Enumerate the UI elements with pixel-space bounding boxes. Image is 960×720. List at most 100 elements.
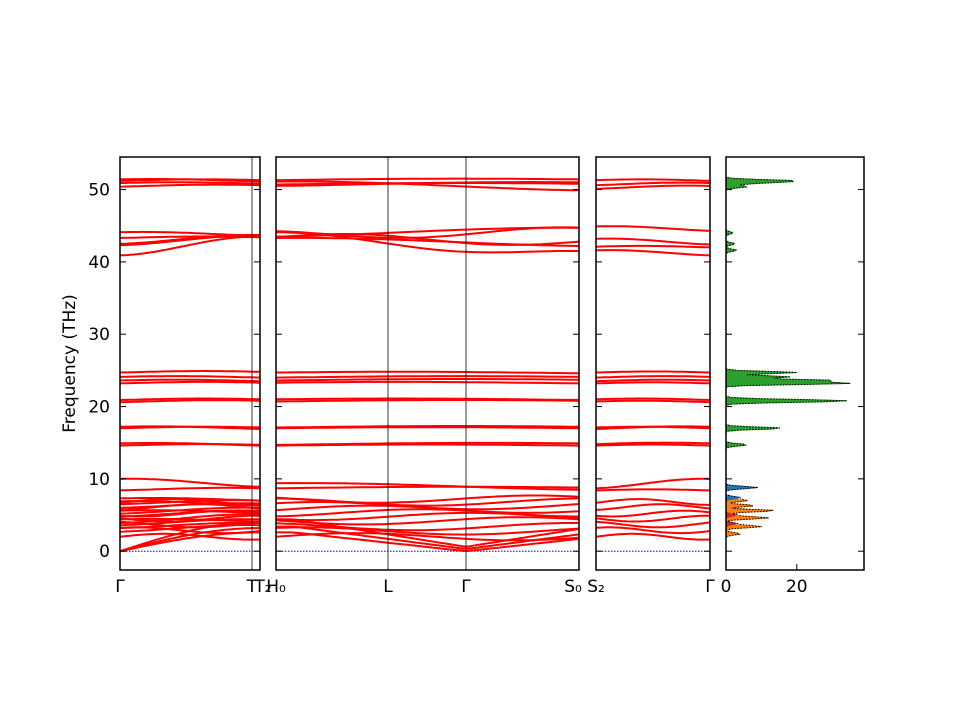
x-tick-label: T: [246, 577, 258, 597]
band-line: [119, 183, 261, 188]
y-tick-label: 0: [99, 542, 110, 562]
band-line: [275, 526, 580, 536]
band-line: [119, 509, 261, 514]
band-line: [595, 381, 711, 385]
x-tick-label: T₂: [253, 577, 271, 597]
band-line: [120, 370, 261, 374]
band-line: [275, 494, 580, 504]
band-line: [595, 399, 711, 404]
band-line: [596, 178, 711, 182]
band-line: [596, 488, 710, 492]
band-line: [275, 441, 580, 446]
band-line: [276, 531, 580, 553]
band-line: [595, 503, 711, 511]
band-line: [595, 184, 710, 190]
band-line: [119, 378, 261, 383]
band-line: [276, 177, 580, 182]
band-line: [119, 513, 261, 524]
band-line: [596, 370, 710, 374]
band-line: [595, 244, 711, 249]
band-line: [595, 375, 711, 379]
band-line: [595, 532, 711, 541]
band-line: [596, 225, 711, 232]
band-line: [119, 498, 260, 506]
y-tick-label: 50: [88, 181, 110, 201]
dos-series-fill: [725, 157, 851, 570]
band-line: [276, 518, 580, 548]
band-line: [275, 380, 580, 385]
band-line: [119, 517, 260, 523]
band-line: [275, 181, 580, 187]
band-line: [595, 526, 711, 535]
band-line: [119, 503, 261, 511]
band-line: [275, 532, 580, 542]
dos-x-tick-label: 20: [786, 577, 808, 597]
band-line: [119, 425, 261, 430]
band-line: [595, 498, 710, 506]
band-line: [595, 397, 711, 401]
band-line: [119, 514, 260, 523]
y-tick-label: 10: [88, 470, 110, 490]
dos-panel-frame: [725, 156, 865, 571]
band-line: [119, 443, 261, 447]
y-tick-label: 30: [88, 325, 110, 345]
band-line: [275, 226, 580, 238]
band-line: [275, 397, 580, 401]
band-line: [595, 477, 711, 490]
band-line: [596, 237, 711, 246]
band-line: [275, 516, 580, 526]
x-tick-label: S₀: [564, 577, 582, 597]
band-line: [119, 509, 261, 518]
band-line: [275, 522, 579, 532]
band-line: [119, 497, 261, 502]
band-line: [276, 370, 580, 375]
band-line: [119, 532, 261, 541]
band-line: [275, 425, 580, 429]
band-line: [595, 425, 711, 430]
dos-total-line: [725, 157, 851, 570]
panel-frame: [275, 156, 580, 571]
band-line: [119, 399, 260, 404]
band-line: [275, 378, 580, 382]
y-axis-label: Frequency (THz): [60, 294, 80, 433]
band-line: [119, 230, 261, 237]
x-tick-label: Γ: [115, 577, 125, 597]
band-line: [120, 181, 261, 185]
x-tick-label: Γ: [461, 577, 471, 597]
band-line: [595, 378, 711, 383]
band-line: [119, 486, 261, 492]
band-line: [275, 375, 580, 379]
y-tick-label: 20: [88, 398, 110, 418]
dos-x-tick-label: 0: [721, 577, 732, 597]
panel-frame: [595, 156, 711, 571]
band-line: [595, 443, 711, 447]
band-line: [119, 235, 261, 239]
band-line: [596, 441, 711, 446]
x-tick-label: H₀: [266, 577, 286, 597]
band-line: [119, 178, 261, 183]
x-tick-label: S₂: [587, 577, 605, 597]
band-line: [595, 520, 711, 529]
band-line: [119, 477, 261, 488]
band-line: [275, 482, 580, 491]
band-line: [275, 485, 579, 490]
band-line: [275, 508, 579, 518]
band-line: [119, 380, 261, 385]
band-line: [595, 181, 710, 187]
band-line: [275, 236, 580, 247]
x-tick-label: Γ: [705, 577, 715, 597]
y-tick-label: 40: [88, 253, 110, 273]
band-line: [119, 397, 261, 401]
x-tick-label: L: [383, 577, 393, 597]
band-line: [119, 526, 261, 535]
band-line: [119, 520, 261, 529]
panel-frame: [119, 156, 261, 571]
band-line: [119, 375, 261, 379]
band-line: [275, 180, 580, 192]
band-line: [595, 514, 710, 523]
band-line: [595, 249, 711, 257]
band-line: [595, 509, 711, 518]
band-line: [119, 506, 261, 515]
